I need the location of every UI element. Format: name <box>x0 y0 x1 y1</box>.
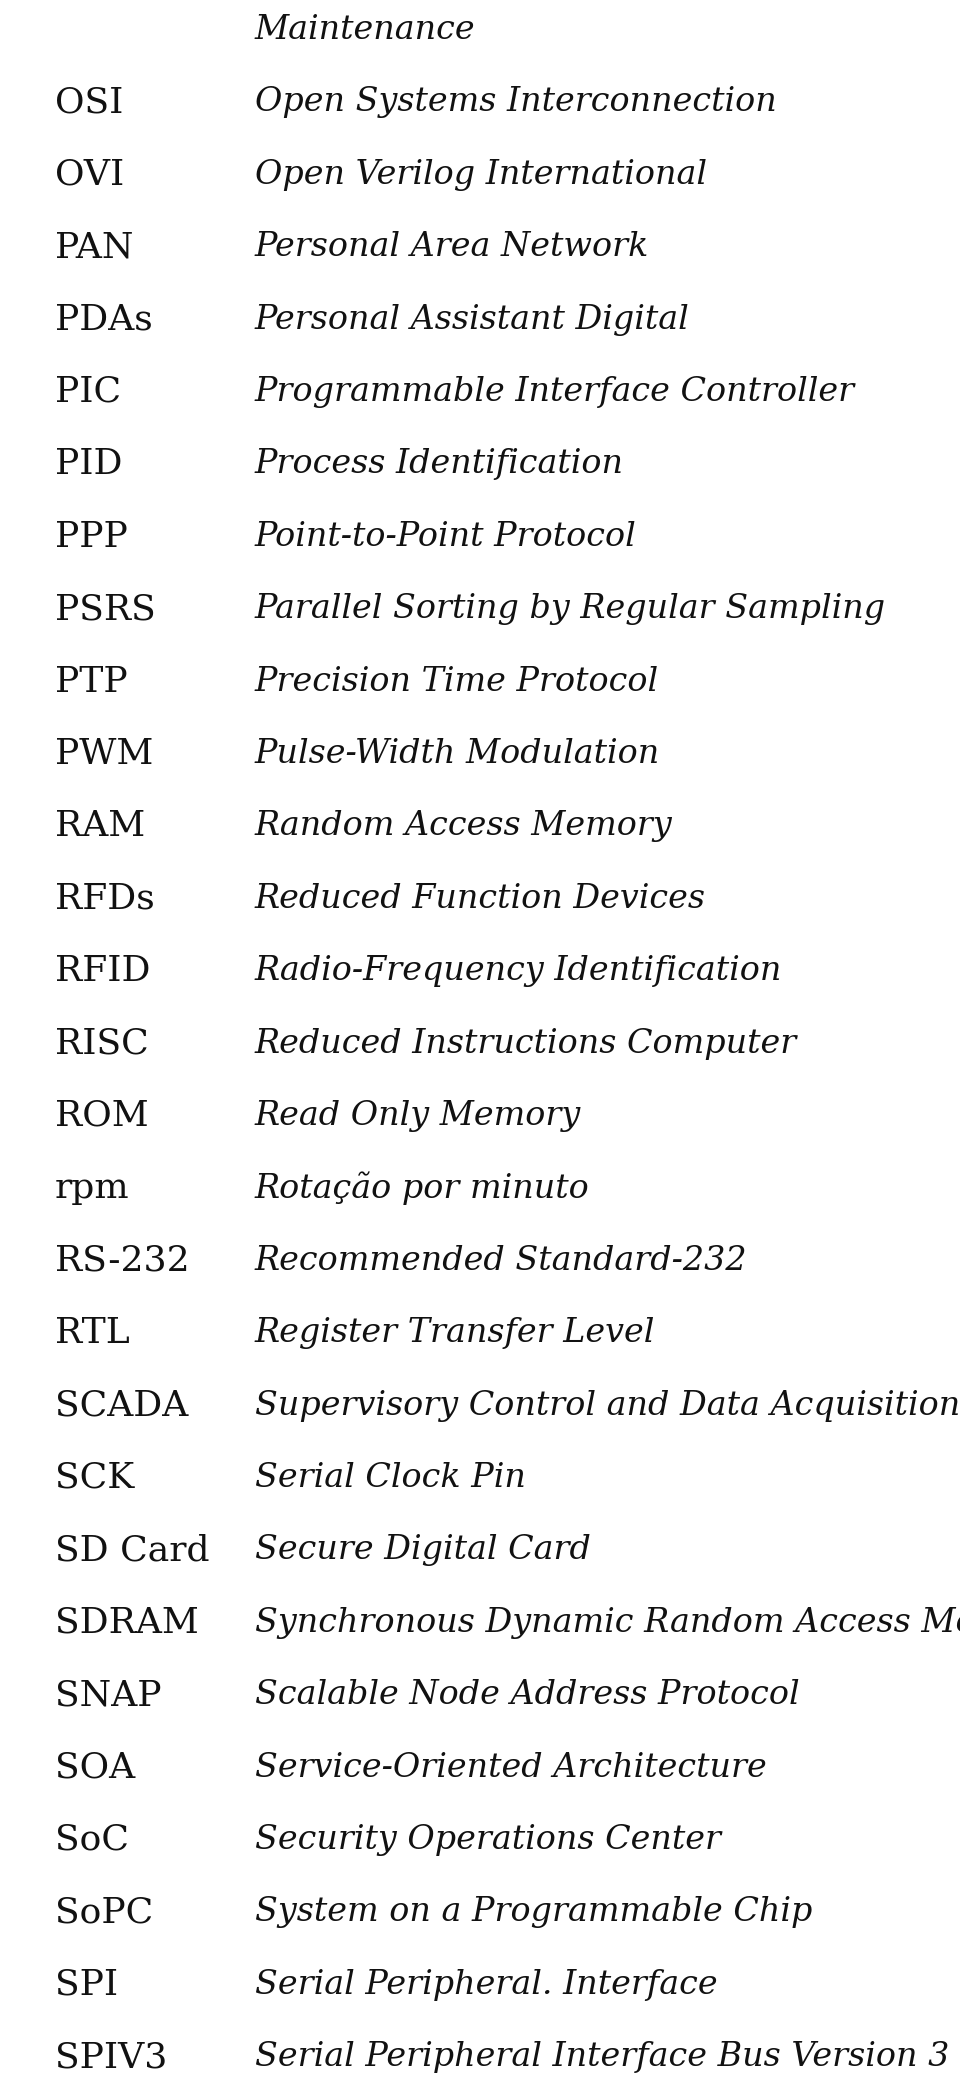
Text: Random Access Memory: Random Access Memory <box>255 809 673 843</box>
Text: Recommended Standard-232: Recommended Standard-232 <box>255 1246 748 1277</box>
Text: PWM: PWM <box>55 736 154 772</box>
Text: Reduced Instructions Computer: Reduced Instructions Computer <box>255 1028 797 1059</box>
Text: Serial Peripheral. Interface: Serial Peripheral. Interface <box>255 1969 718 2001</box>
Text: OSI: OSI <box>55 86 124 120</box>
Text: Personal Assistant Digital: Personal Assistant Digital <box>255 304 689 336</box>
Text: Secure Digital Card: Secure Digital Card <box>255 1535 590 1566</box>
Text: Precision Time Protocol: Precision Time Protocol <box>255 665 660 698</box>
Text: RFDs: RFDs <box>55 883 155 916</box>
Text: PSRS: PSRS <box>55 591 156 627</box>
Text: PID: PID <box>55 447 123 482</box>
Text: SPI: SPI <box>55 1967 118 2003</box>
Text: Security Operations Center: Security Operations Center <box>255 1824 721 1856</box>
Text: Reduced Function Devices: Reduced Function Devices <box>255 883 706 914</box>
Text: Programmable Interface Controller: Programmable Interface Controller <box>255 375 855 409</box>
Text: Personal Area Network: Personal Area Network <box>255 231 649 264</box>
Text: Process Identification: Process Identification <box>255 449 624 480</box>
Text: ROM: ROM <box>55 1099 149 1132</box>
Text: SPIV3: SPIV3 <box>55 2040 167 2074</box>
Text: RAM: RAM <box>55 809 145 843</box>
Text: PDAs: PDAs <box>55 302 153 338</box>
Text: RS-232: RS-232 <box>55 1244 190 1277</box>
Text: Open Systems Interconnection: Open Systems Interconnection <box>255 86 777 117</box>
Text: Scalable Node Address Protocol: Scalable Node Address Protocol <box>255 1680 800 1711</box>
Text: PTP: PTP <box>55 665 128 698</box>
Text: PAN: PAN <box>55 231 133 264</box>
Text: Register Transfer Level: Register Transfer Level <box>255 1317 656 1348</box>
Text: SD Card: SD Card <box>55 1533 209 1566</box>
Text: SoPC: SoPC <box>55 1896 154 1929</box>
Text: Service-Oriented Architecture: Service-Oriented Architecture <box>255 1751 767 1785</box>
Text: SOA: SOA <box>55 1751 135 1785</box>
Text: PIC: PIC <box>55 375 121 409</box>
Text: Point-to-Point Protocol: Point-to-Point Protocol <box>255 520 636 554</box>
Text: Supervisory Control and Data Acquisition: Supervisory Control and Data Acquisition <box>255 1390 960 1422</box>
Text: Synchronous Dynamic Random Access Memory: Synchronous Dynamic Random Access Memory <box>255 1606 960 1638</box>
Text: OVI: OVI <box>55 157 124 191</box>
Text: SCADA: SCADA <box>55 1388 188 1422</box>
Text: SDRAM: SDRAM <box>55 1606 199 1640</box>
Text: System on a Programmable Chip: System on a Programmable Chip <box>255 1896 812 1929</box>
Text: Open Verilog International: Open Verilog International <box>255 159 707 191</box>
Text: RISC: RISC <box>55 1028 149 1061</box>
Text: PPP: PPP <box>55 520 128 554</box>
Text: RFID: RFID <box>55 954 151 988</box>
Text: Pulse-Width Modulation: Pulse-Width Modulation <box>255 738 660 770</box>
Text: rpm: rpm <box>55 1172 130 1206</box>
Text: Radio-Frequency Identification: Radio-Frequency Identification <box>255 956 782 988</box>
Text: RTL: RTL <box>55 1317 130 1350</box>
Text: SNAP: SNAP <box>55 1678 161 1711</box>
Text: SoC: SoC <box>55 1822 129 1858</box>
Text: Serial Clock Pin: Serial Clock Pin <box>255 1462 526 1493</box>
Text: SCK: SCK <box>55 1462 134 1495</box>
Text: Maintenance: Maintenance <box>255 15 475 46</box>
Text: Parallel Sorting by Regular Sampling: Parallel Sorting by Regular Sampling <box>255 593 886 625</box>
Text: Rotação por minuto: Rotação por minuto <box>255 1172 589 1206</box>
Text: Read Only Memory: Read Only Memory <box>255 1101 581 1132</box>
Text: Serial Peripheral Interface Bus Version 3: Serial Peripheral Interface Bus Version … <box>255 2040 949 2074</box>
